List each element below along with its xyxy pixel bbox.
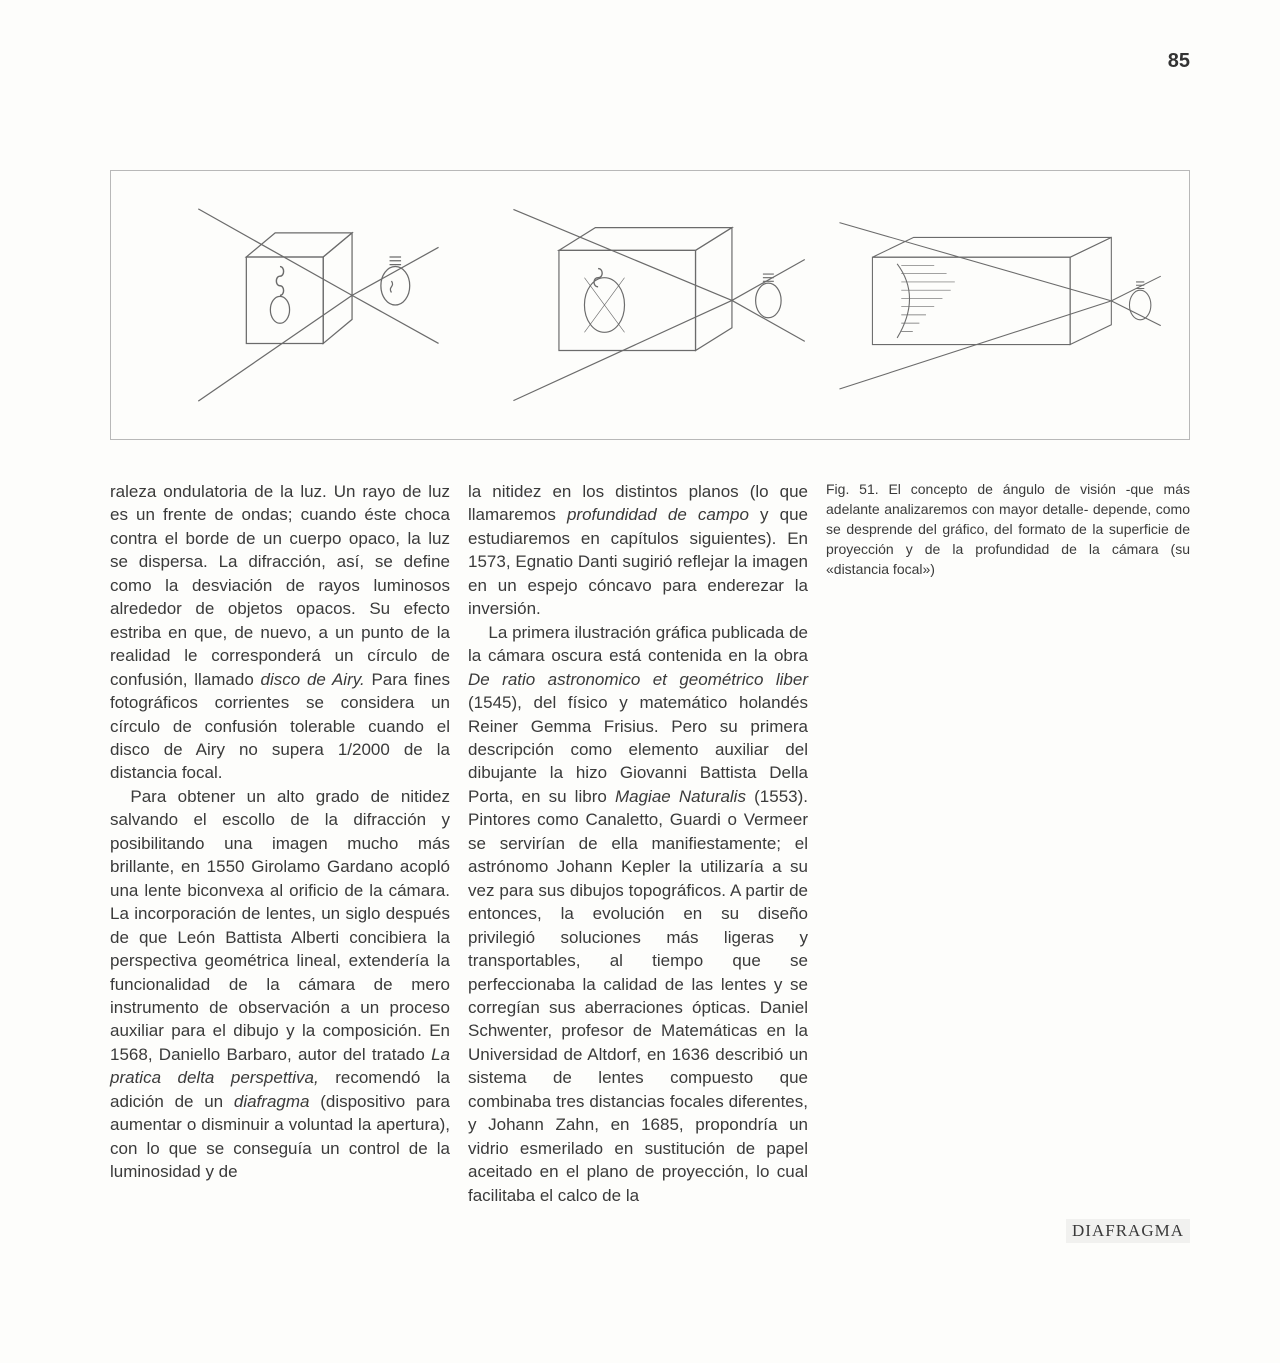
text-columns: raleza ondulatoria de la luz. Un rayo de… [110,480,1190,1207]
camera-sketch-1 [131,171,477,439]
text: La primera ilustración gráfica publicada… [468,623,808,665]
page: 85 [0,0,1280,1363]
camera-sketch-3 [823,171,1169,439]
figure-caption: Fig. 51. El concepto de ángulo de visión… [826,480,1190,579]
col1-para2: Para obtener un alto grado de nitidez sa… [110,785,450,1184]
col2-para2: La primera ilustración gráfica publicada… [468,621,808,1207]
text-italic: profundidad de campo [567,505,749,524]
page-number: 85 [1168,50,1190,73]
text-italic: disco de Airy. [261,670,365,689]
column-3-caption: Fig. 51. El concepto de ángulo de visión… [826,480,1190,1207]
figure-51 [110,170,1190,440]
text: Para obtener un alto grado de nitidez sa… [110,787,450,1064]
text-italic: diafragma [234,1092,310,1111]
column-1: raleza ondulatoria de la luz. Un rayo de… [110,480,450,1207]
margin-annotation: DIAFRAGMA [1066,1219,1190,1243]
col1-para1: raleza ondulatoria de la luz. Un rayo de… [110,480,450,785]
caption-prefix: Fig. 51. [826,481,879,497]
text: raleza ondulatoria de la luz. Un rayo de… [110,482,450,689]
col2-para1: la nitidez en los distintos planos (lo q… [468,480,808,621]
text-italic: De ratio astronomico et geométrico liber [468,670,808,689]
text: (1553). Pintores como Canaletto, Guardi … [468,787,808,1205]
caption-text: El concepto de ángulo de visión -que más… [826,481,1190,577]
column-2: la nitidez en los distintos planos (lo q… [468,480,808,1207]
text-italic: Magiae Naturalis [615,787,746,806]
camera-sketch-2 [477,171,823,439]
